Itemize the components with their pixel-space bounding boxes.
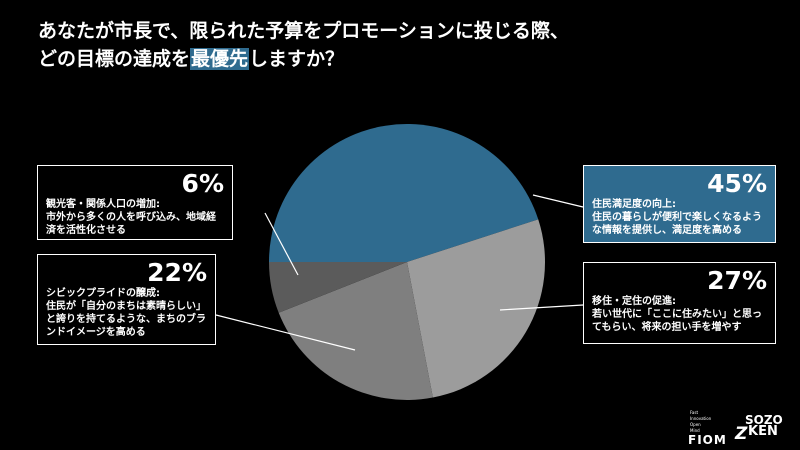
logo-text: Fast [690, 410, 699, 415]
pie-slice [269, 123, 539, 262]
leader-line [532, 194, 584, 208]
value-label: 22% [147, 258, 207, 287]
title-text: しますか？ [249, 48, 345, 70]
leader-line [215, 314, 356, 351]
title-text: どの目標の達成を [38, 48, 191, 70]
value-label: 45% [707, 169, 767, 198]
callout: 6% 観光客・関係人口の増加: 市外から多くの人を呼び込み、地域経済を活性化させる [37, 165, 233, 240]
category-description: 住民が「自分のまちは素晴らしい」と誇りを持てるような、まちのブランドイメージを高… [46, 301, 206, 338]
logo-text: Innovation [690, 416, 712, 421]
callout: 22% シビックプライドの醸成: 住民が「自分のまちは素晴らしい」と誇りを持てるよう… [37, 254, 216, 345]
callout: 45% 住民満足度の向上: 住民の暮らしが便利で楽しくなるような情報を提供し、満足度… [583, 165, 776, 243]
logo-text: Open [690, 422, 701, 427]
leader-line [264, 212, 299, 276]
category-description: 若い世代に「ここに住みたい」と思ってもらい、将来の担い手を増やす [592, 309, 762, 333]
category-label: 移住・定住の促進: [592, 296, 676, 307]
logo-ken: KEN [748, 424, 778, 439]
title-line: あなたが市長で、限られた予算をプロモーションに投じる際、 [38, 20, 569, 42]
value-label: 6% [181, 169, 224, 198]
logo-fiom: FIOM [688, 433, 727, 447]
title-highlight: 最優先 [190, 48, 250, 70]
pie-slice [269, 262, 407, 313]
value-label: 27% [707, 266, 767, 295]
category-label: 住民満足度の向上: [592, 199, 676, 210]
logo-text: Mind [690, 428, 700, 433]
leader-line [499, 304, 584, 311]
logo-sozo: SOZO [745, 413, 783, 427]
pie-slice [278, 262, 433, 400]
callout: 27% 移住・定住の促進: 若い世代に「ここに住みたい」と思ってもらい、将来の担い手… [583, 262, 776, 344]
category-description: 住民の暮らしが便利で楽しくなるような情報を提供し、満足度を高める [592, 212, 762, 236]
category-label: シビックプライドの醸成: [46, 288, 160, 299]
title-line: どの目標の達成を最優先しますか？ [38, 44, 344, 71]
category-description: 市外から多くの人を呼び込み、地域経済を活性化させる [46, 212, 216, 236]
logo-z: Z [735, 424, 748, 444]
logo-tagline: Fast Innovation Open Mind [690, 410, 711, 434]
pie-slice [407, 219, 545, 398]
category-label: 観光客・関係人口の増加: [46, 199, 160, 210]
